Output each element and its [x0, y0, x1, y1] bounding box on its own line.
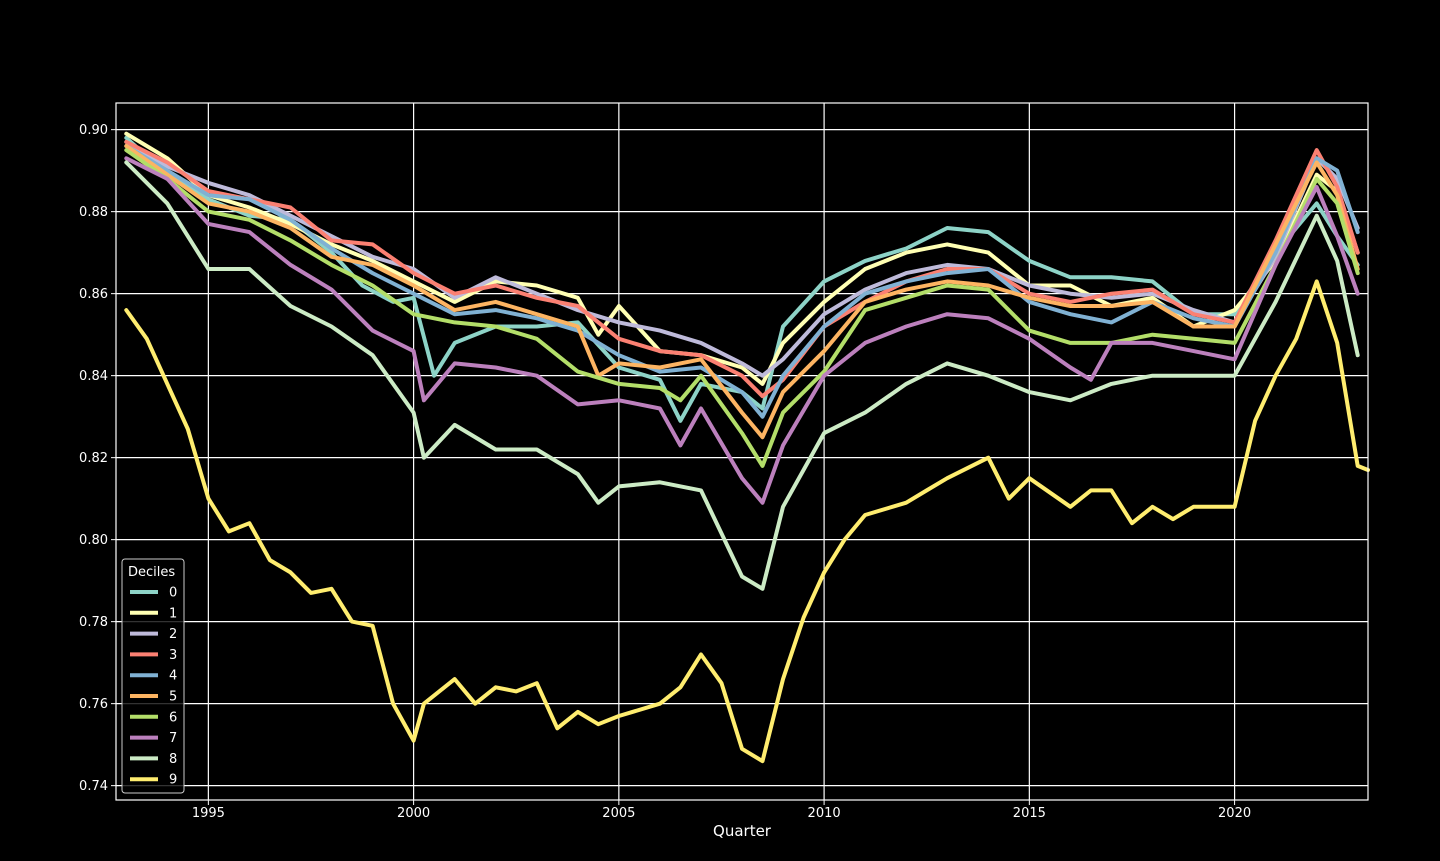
series-line-decile-5	[124, 144, 1360, 440]
x-tick-label: 2020	[1218, 806, 1251, 821]
series-lines	[124, 131, 1370, 764]
y-tick-label: 0.74	[79, 779, 108, 794]
y-tick-label: 0.80	[79, 533, 108, 548]
x-tick-label: 2005	[602, 806, 635, 821]
series-line-decile-7	[124, 156, 1360, 505]
y-tick-label: 0.82	[79, 451, 108, 466]
legend-label-decile-9: 9	[169, 773, 177, 788]
plot-frame	[115, 102, 1369, 801]
x-tick-label: 2000	[397, 806, 430, 821]
legend-label-decile-8: 8	[169, 752, 177, 767]
legend-label-decile-2: 2	[169, 627, 177, 642]
legend-label-decile-6: 6	[169, 710, 177, 725]
series-line-decile-3	[124, 139, 1360, 399]
series-line-decile-4	[124, 144, 1360, 419]
y-tick-label: 0.84	[79, 369, 108, 384]
y-tick-label: 0.90	[79, 123, 108, 138]
y-tick-label: 0.78	[79, 615, 108, 630]
y-tick-label: 0.88	[79, 205, 108, 220]
series-line-decile-8	[124, 160, 1360, 591]
grid-lines	[116, 103, 1368, 800]
y-tick-label: 0.76	[79, 697, 108, 712]
legend-title: Deciles	[128, 565, 175, 580]
y-tick-label: 0.86	[79, 287, 108, 302]
legend-label-decile-5: 5	[169, 690, 177, 705]
legend-label-decile-7: 7	[169, 731, 177, 746]
x-tick-label: 2010	[808, 806, 841, 821]
legend-label-decile-4: 4	[169, 669, 177, 684]
legend-label-decile-0: 0	[169, 586, 177, 601]
legend-label-decile-1: 1	[169, 606, 177, 621]
series-line-decile-9	[124, 279, 1370, 764]
x-tick-label: 1995	[192, 806, 225, 821]
x-tick-label: 2015	[1013, 806, 1046, 821]
x-axis-label: Quarter	[713, 822, 772, 840]
legend-label-decile-3: 3	[169, 648, 177, 663]
axis-ticks: 1995 2000 2005 2010 2015 20200.740.760.780.80…	[79, 123, 1251, 821]
series-line-decile-6	[124, 148, 1360, 468]
legend: Deciles 0 1 2 3 4 5 6 7 8 9	[121, 558, 185, 794]
